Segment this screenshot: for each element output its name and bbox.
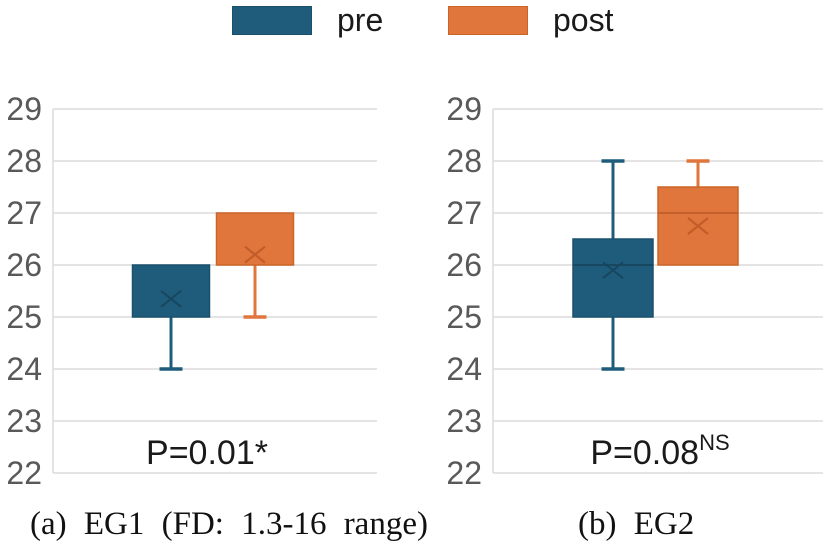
mean-x-marker (160, 289, 182, 308)
y-tick-label: 24 (6, 351, 42, 387)
y-tick-label: 27 (6, 195, 42, 231)
y-tick-label: 23 (446, 403, 482, 439)
boxplot-chart-eg2: 29 28 27 26 25 24 23 22 P=0.08NS (446, 91, 823, 491)
y-tick-label: 22 (446, 455, 482, 491)
y-tick-label: 27 (446, 195, 482, 231)
legend: pre post (0, 0, 827, 46)
p-value-label: P=0.01* (146, 434, 268, 472)
legend-item-post: post (448, 2, 614, 38)
mean-x-marker (244, 245, 266, 264)
pre-color-swatch (232, 5, 312, 35)
p-value-label: P=0.08NS (590, 430, 729, 472)
y-tick-label: 24 (446, 351, 482, 387)
post-color-swatch (448, 5, 528, 35)
box-post (215, 212, 295, 266)
y-tick-label: 25 (6, 299, 42, 335)
box-pre (572, 238, 654, 318)
legend-label-pre: pre (337, 2, 384, 38)
legend-label-post: post (553, 2, 614, 38)
legend-item-pre: pre (232, 2, 384, 38)
y-tick-label: 26 (6, 247, 42, 283)
y-tick-label: 28 (6, 143, 42, 179)
mean-x-marker (602, 261, 624, 280)
y-tick-label: 29 (6, 91, 42, 127)
box-pre (131, 264, 211, 318)
y-tick-label: 22 (6, 455, 42, 491)
y-tick-label: 26 (446, 247, 482, 283)
y-tick-label: 29 (446, 91, 482, 127)
y-tick-label: 23 (6, 403, 42, 439)
mean-x-marker (687, 217, 709, 235)
caption-b: (b) EG2 (578, 506, 695, 542)
y-tick-label: 25 (446, 299, 482, 335)
boxplot-chart-eg1: 29 28 27 26 25 24 23 22 P=0.01* (6, 91, 377, 491)
y-tick-label: 28 (446, 143, 482, 179)
caption-a: (a) EG1 (FD: 1.3-16 range) (30, 506, 428, 542)
